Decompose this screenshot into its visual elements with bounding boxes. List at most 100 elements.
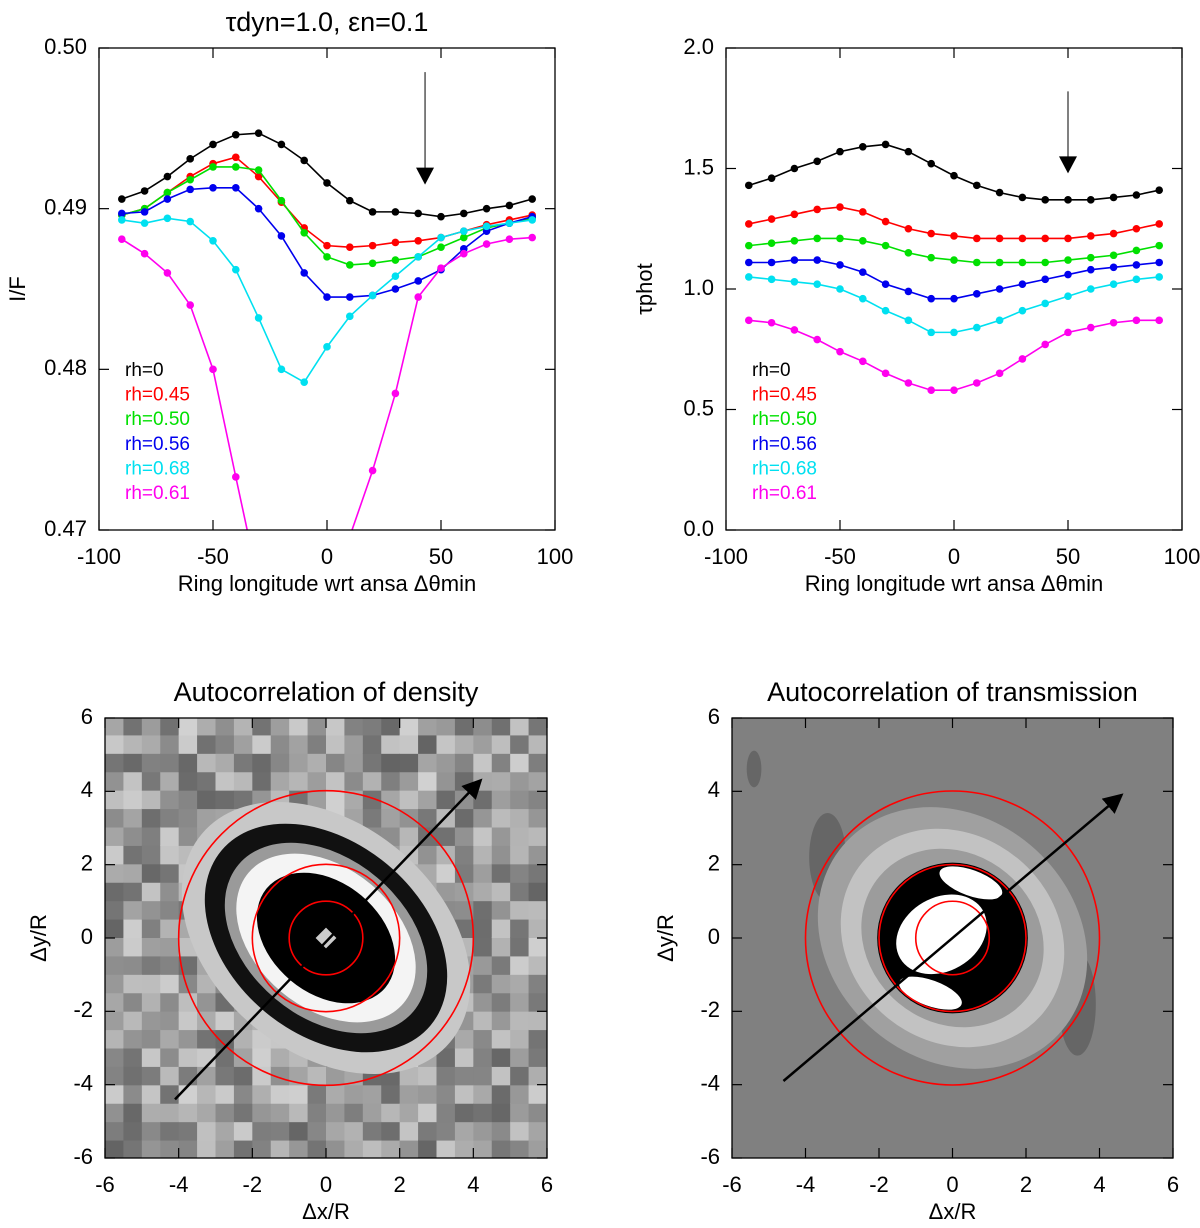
contour-noise (436, 1084, 456, 1104)
annotation-arrow-head (416, 167, 435, 185)
data-point (881, 280, 890, 288)
contour-noise (141, 789, 161, 810)
data-point (368, 208, 377, 216)
contour-noise (160, 771, 180, 791)
data-point (950, 328, 958, 337)
contour-noise (418, 789, 438, 810)
data-point (1018, 258, 1027, 267)
data-point (1064, 256, 1072, 264)
contour-noise (436, 753, 456, 773)
data-point (995, 316, 1004, 325)
data-point (391, 389, 400, 398)
data-point (118, 195, 126, 203)
contour-noise (105, 1139, 125, 1158)
contour-noise (381, 771, 401, 791)
data-point (973, 323, 981, 332)
contour-noise (160, 845, 180, 865)
contour-noise (252, 753, 272, 773)
data-point (859, 208, 867, 216)
contour-noise (123, 863, 143, 883)
data-point (904, 249, 913, 257)
contour-noise (215, 1084, 235, 1104)
contour-noise (123, 753, 143, 773)
contour-noise (528, 1047, 547, 1067)
contour-noise (473, 1139, 493, 1158)
series-line (121, 156, 533, 249)
data-point (346, 293, 354, 301)
contour-noise (289, 1066, 309, 1086)
data-point (813, 205, 821, 214)
contour-noise (491, 1121, 511, 1141)
contour-noise (362, 808, 382, 828)
data-point (346, 533, 354, 541)
contour-noise (473, 753, 493, 773)
contour-noise (141, 734, 161, 754)
contour-noise (454, 1029, 475, 1049)
contour-noise (123, 955, 143, 975)
x-tick-label: -100 (704, 544, 748, 569)
data-point (904, 316, 913, 325)
contour-noise (399, 753, 419, 773)
contour-noise (344, 1121, 364, 1141)
contour-noise (197, 808, 217, 828)
data-point (186, 185, 194, 194)
contour-noise (510, 1010, 530, 1031)
y-axis-label: I/F (5, 276, 30, 302)
contour-noise (289, 771, 309, 791)
contour-noise (473, 992, 493, 1012)
contour-noise (510, 992, 530, 1012)
contour-noise (418, 753, 438, 773)
contour-noise (473, 808, 493, 828)
data-point (232, 183, 240, 192)
contour-noise (326, 789, 346, 810)
reference-circle (878, 863, 1027, 1013)
data-point (323, 253, 331, 261)
x-tick-label: 4 (1093, 1172, 1105, 1197)
data-point (790, 164, 799, 173)
contour-noise (307, 734, 327, 754)
contour-noise (454, 789, 475, 810)
data-point (790, 326, 799, 334)
legend-entry: rh=0.68 (752, 458, 817, 479)
data-point (927, 386, 935, 395)
data-point (163, 195, 172, 203)
contour-noise (454, 1084, 475, 1104)
y-tick-label: 4 (81, 777, 93, 802)
contour-noise (252, 734, 272, 754)
contour-noise (105, 918, 125, 938)
data-point (209, 365, 217, 374)
contour-noise (270, 1084, 290, 1104)
contour-noise (252, 771, 272, 791)
contour-noise (307, 753, 327, 773)
contour-noise (436, 718, 456, 736)
data-point (1018, 234, 1027, 243)
data-point (1041, 299, 1049, 308)
plot-area (732, 718, 1173, 1158)
contour-noise (528, 1103, 547, 1123)
contour-noise (215, 734, 235, 754)
contour-noise (289, 734, 309, 754)
contour-noise (491, 734, 511, 754)
contour-noise (307, 789, 327, 810)
data-point (1064, 292, 1072, 301)
contour-noise (141, 1066, 161, 1086)
data-point (1018, 193, 1027, 202)
reference-circle (288, 900, 364, 976)
x-tick-label: -6 (722, 1172, 742, 1197)
contour-noise (160, 974, 180, 994)
data-point (437, 264, 445, 272)
contour-noise (418, 1103, 438, 1123)
contour-noise (491, 789, 511, 810)
contour-noise (344, 753, 364, 773)
data-point (460, 209, 468, 218)
contour-noise (105, 1103, 125, 1123)
contour-noise (528, 845, 547, 865)
contour-noise (105, 1029, 125, 1049)
contour-noise (381, 1139, 401, 1158)
contour-noise (141, 1084, 161, 1104)
data-point (813, 157, 821, 166)
data-point (1155, 273, 1163, 281)
contour-noise (473, 882, 493, 902)
contour-noise (233, 1047, 254, 1067)
data-point (368, 466, 377, 475)
